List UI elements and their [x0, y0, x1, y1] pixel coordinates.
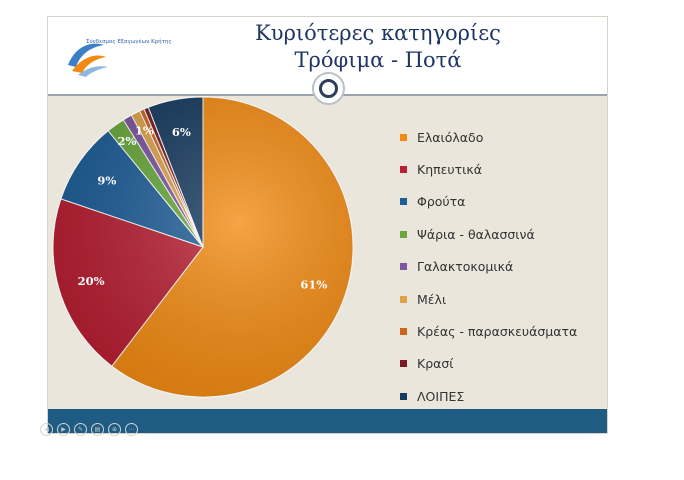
- legend-item: ΛΟΙΠΕΣ: [400, 380, 577, 412]
- legend-item: Κρέας - παρασκευάσματα: [400, 315, 577, 347]
- zoom-icon[interactable]: ⊕: [108, 423, 121, 436]
- legend-swatch: [400, 166, 407, 174]
- legend-swatch: [400, 230, 407, 238]
- legend-swatch: [400, 392, 407, 400]
- legend-label: Μέλι: [417, 291, 447, 307]
- logo-icon: [68, 43, 108, 77]
- slice-data-label: 20%: [78, 274, 105, 288]
- legend-swatch: [400, 133, 407, 141]
- logo-text: Σύνδεσμος Εξαγωγέων Κρήτης: [86, 39, 172, 45]
- pen-icon[interactable]: ✎: [74, 423, 87, 436]
- next-icon[interactable]: ▶: [57, 423, 70, 436]
- slides-icon[interactable]: ▤: [91, 423, 104, 436]
- legend-label: Κρασί: [417, 356, 454, 372]
- legend-label: Φρούτα: [417, 194, 466, 210]
- legend-swatch: [400, 198, 407, 206]
- slide-title: Κυριότερες κατηγορίες: [255, 21, 501, 45]
- slice-data-label: 6%: [172, 125, 191, 139]
- slice-data-label: 1%: [135, 123, 154, 137]
- legend-label: Γαλακτοκομικά: [417, 259, 514, 275]
- legend-item: Κηπευτικά: [400, 153, 577, 185]
- slideshow-controls: ◀ ▶ ✎ ▤ ⊕ ⋯: [40, 423, 138, 436]
- chart-legend: Ελαιόλαδο Κηπευτικά Φρούτα Ψάρια - θαλασσιν…: [400, 121, 577, 413]
- legend-item: Κρασί: [400, 348, 577, 380]
- slice-data-label: 9%: [97, 173, 116, 187]
- legend-item: Φρούτα: [400, 186, 577, 218]
- legend-item: Ελαιόλαδο: [400, 121, 577, 153]
- legend-item: Γαλακτοκομικά: [400, 251, 577, 283]
- legend-swatch: [400, 295, 407, 303]
- more-icon[interactable]: ⋯: [125, 423, 138, 436]
- legend-label: Κρέας - παρασκευάσματα: [417, 324, 578, 340]
- legend-label: ΛΟΙΠΕΣ: [417, 388, 465, 404]
- legend-label: Κηπευτικά: [417, 162, 482, 178]
- legend-label: Ψάρια - θαλασσινά: [417, 226, 535, 242]
- slice-data-label: 2%: [118, 134, 137, 148]
- footer-bar: [48, 409, 607, 433]
- legend-item: Μέλι: [400, 283, 577, 315]
- previous-icon[interactable]: ◀: [40, 423, 53, 436]
- legend-swatch: [400, 328, 407, 336]
- legend-swatch: [400, 360, 407, 368]
- slide-subtitle: Τρόφιμα - Ποτά: [294, 48, 462, 72]
- legend-swatch: [400, 263, 407, 271]
- legend-label: Ελαιόλαδο: [417, 129, 484, 145]
- slice-data-label: 61%: [300, 278, 327, 292]
- legend-item: Ψάρια - θαλασσινά: [400, 218, 577, 250]
- slide: Σύνδεσμος Εξαγωγέων Κρήτης Κυριότερες κα…: [47, 16, 608, 434]
